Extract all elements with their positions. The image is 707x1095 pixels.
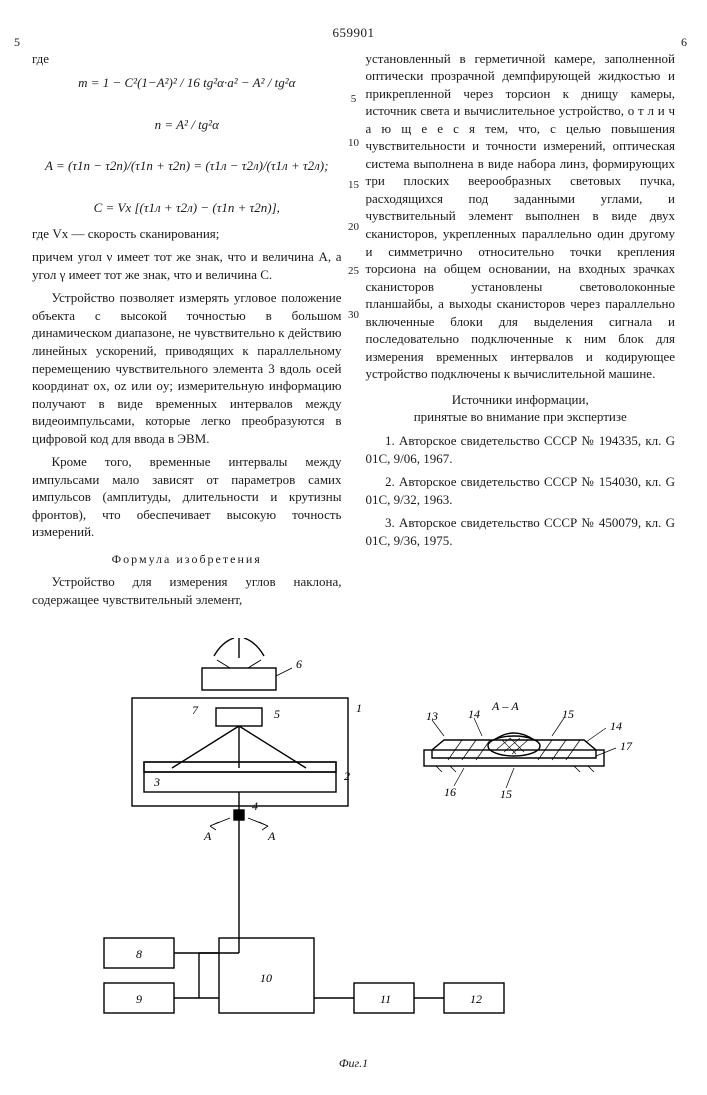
section-aa-label: А – А xyxy=(491,699,519,713)
fig-label: 10 xyxy=(260,971,272,985)
column-number-right: 6 xyxy=(681,34,687,50)
body-paragraph: Кроме того, временные интервалы между им… xyxy=(32,453,342,541)
line-number: 10 xyxy=(345,136,363,151)
line-number: 5 xyxy=(345,92,363,107)
source-item: 3. Авторское свидетельство СССР № 450079… xyxy=(366,514,676,549)
fig-label: 15 xyxy=(500,787,512,801)
source-item: 2. Авторское свидетельство СССР № 154030… xyxy=(366,473,676,508)
fig-label: 6 xyxy=(296,657,302,671)
fig-label: 12 xyxy=(470,992,482,1006)
column-left: где m = 1 − C²(1−A²)² / 16 tg²α·a² − A² … xyxy=(32,50,342,615)
column-number-left: 5 xyxy=(14,34,20,50)
two-column-body: 5 6 51015202530 где m = 1 − C²(1−A²)² / … xyxy=(32,50,675,615)
column-right: установленный в герметичной камере, запо… xyxy=(366,50,676,615)
fig-label: 2 xyxy=(344,769,350,783)
fig-label: 16 xyxy=(444,785,456,799)
figure-caption: Фиг.1 xyxy=(32,1055,675,1071)
line-number: 25 xyxy=(345,264,363,279)
claim-continuation: установленный в герметичной камере, запо… xyxy=(366,50,676,383)
patent-number: 659901 xyxy=(32,24,675,42)
fig-label: 8 xyxy=(136,947,142,961)
vx-definition: где Vx — скорость сканирования; xyxy=(32,225,342,243)
line-number: 20 xyxy=(345,220,363,235)
fig-label: 5 xyxy=(274,707,280,721)
line-number: 30 xyxy=(345,308,363,323)
fig-label: 14 xyxy=(468,707,480,721)
claim-title: Формула изобретения xyxy=(32,551,342,567)
fig-label: 7 xyxy=(192,703,199,717)
fig-label: 3 xyxy=(153,775,160,789)
fig-label: 15 xyxy=(562,707,574,721)
fig-label: 17 xyxy=(620,739,633,753)
figure-svg: 6 7 5 1 2 3 4 А А 8 9 10 11 12 А – А 13 … xyxy=(44,638,664,1048)
body-paragraph: Устройство позволяет измерять угловое по… xyxy=(32,289,342,447)
sources-title: Источники информации, принятые во вниман… xyxy=(366,391,676,426)
fig-label: 14 xyxy=(610,719,622,733)
fig-arrow-a-left: А xyxy=(203,829,212,843)
fig-label: 9 xyxy=(136,992,142,1006)
source-item: 1. Авторское свидетельство СССР № 194335… xyxy=(366,432,676,467)
fig-arrow-a-right: А xyxy=(267,829,276,843)
fig-label: 4 xyxy=(252,799,258,813)
fig-label: 11 xyxy=(380,992,391,1006)
where-label: где xyxy=(32,50,342,68)
line-number: 15 xyxy=(345,178,363,193)
fig-label: 1 xyxy=(356,701,362,715)
formula-block: m = 1 − C²(1−A²)² / 16 tg²α·a² − A² / tg… xyxy=(32,73,342,219)
claim-text: Устройство для измерения углов наклона, … xyxy=(32,573,342,608)
fig-label: 13 xyxy=(426,709,438,723)
figure-1: 6 7 5 1 2 3 4 А А 8 9 10 11 12 А – А 13 … xyxy=(32,638,675,1071)
angle-sign-note: причем угол ν имеет тот же знак, что и в… xyxy=(32,248,342,283)
